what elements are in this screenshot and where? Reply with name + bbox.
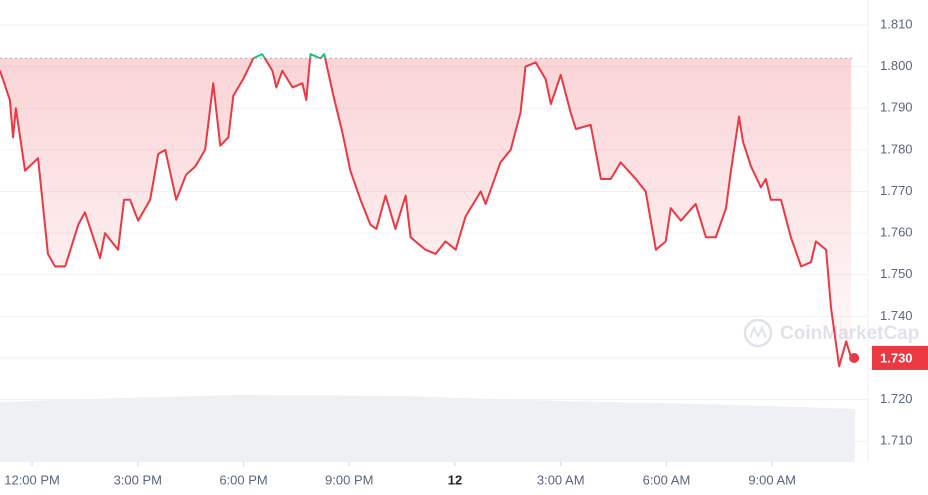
y-tick-label: 1.760 [880,225,913,240]
volume-band [0,395,855,462]
y-tick-label: 1.740 [880,308,913,323]
y-tick-label: 1.770 [880,183,913,198]
x-tick-label: 12 [448,472,462,487]
x-tick-label: 9:00 AM [748,472,796,487]
y-tick-label: 1.720 [880,391,913,406]
y-tick-label: 1.800 [880,58,913,73]
y-tick-label: 1.750 [880,266,913,281]
x-tick-label: 6:00 AM [643,472,691,487]
price-line [0,58,853,368]
price-area [0,58,852,367]
current-price-box [872,345,928,370]
current-price-label: 1.730 [880,350,913,365]
x-tick-label: 9:00 PM [325,472,373,487]
watermark: CoinMarketCap [743,318,919,348]
y-tick-label: 1.780 [880,141,913,156]
last-point [849,352,860,363]
y-tick-label: 1.810 [880,16,913,31]
y-tick-label: 1.710 [880,433,913,448]
y-tick-label: 1.790 [880,100,913,115]
x-tick-label: 6:00 PM [219,472,267,487]
x-tick-label: 12:00 PM [4,472,60,487]
x-tick-label: 3:00 PM [114,472,162,487]
x-tick-label: 3:00 AM [537,472,585,487]
